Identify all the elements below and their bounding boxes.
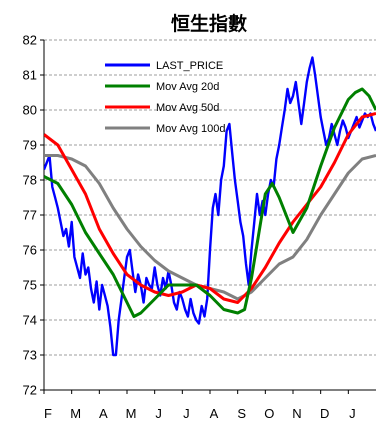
y-tick-label: 81: [23, 68, 37, 83]
x-tick-label: S: [237, 406, 246, 421]
x-tick-label: J: [155, 406, 162, 421]
y-tick-label: 82: [23, 33, 37, 48]
x-tick-label: J: [183, 406, 190, 421]
y-tick-label: 73: [23, 348, 37, 363]
series-line-last-price: [44, 56, 376, 357]
x-tick-label: D: [320, 406, 329, 421]
legend-label: Mov Avg 20d: [156, 81, 219, 93]
y-tick-label: 77: [23, 208, 37, 223]
x-tick-label: N: [292, 406, 301, 421]
x-tick-label: M: [70, 406, 81, 421]
x-tick-label: A: [210, 406, 219, 421]
x-tick-label: A: [99, 406, 108, 421]
y-tick-label: 76: [23, 243, 37, 258]
y-tick-label: 74: [23, 313, 37, 328]
series-line-mov-avg-20d: [44, 87, 376, 318]
y-tick-label: 80: [23, 103, 37, 118]
x-tick-label: F: [44, 406, 52, 421]
legend-label: Mov Avg 100d: [156, 123, 226, 135]
series-line-mov-avg-50d: [44, 112, 376, 304]
y-tick-label: 75: [23, 278, 37, 293]
legend-label: Mov Avg 50d: [156, 102, 219, 114]
x-tick-label: J: [349, 406, 356, 421]
y-tick-label: 79: [23, 138, 37, 153]
y-tick-label: 72: [23, 383, 37, 398]
chart-title: 恒生指數: [171, 12, 247, 35]
legend-label: LAST_PRICE: [156, 60, 223, 72]
x-tick-label: O: [264, 406, 274, 421]
x-tick-label: M: [126, 406, 137, 421]
y-tick-label: 78: [23, 173, 37, 188]
